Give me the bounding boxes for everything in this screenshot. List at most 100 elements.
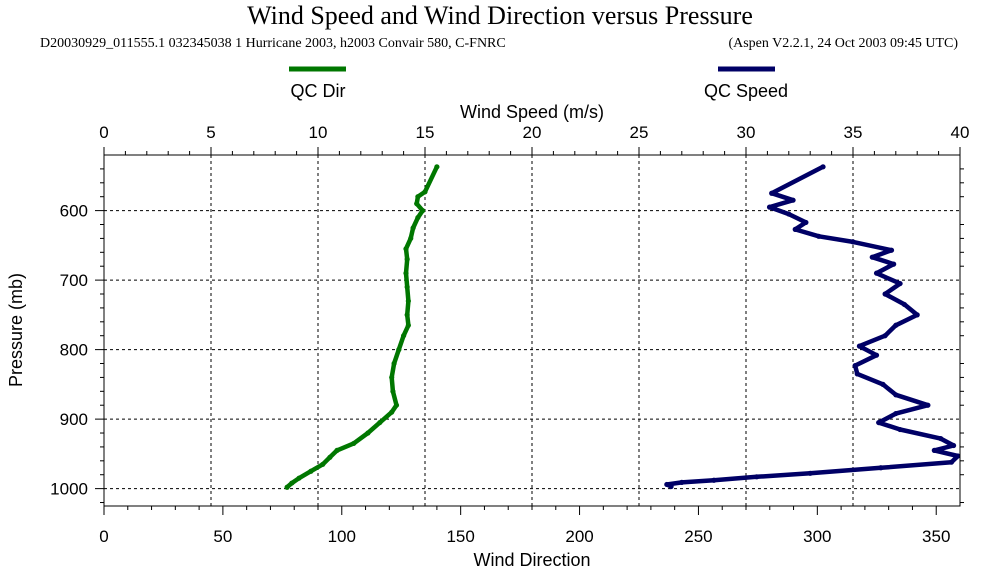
- data-point-qc-speed: [766, 204, 773, 210]
- data-point-qc-dir: [414, 201, 420, 207]
- data-point-qc-dir: [404, 256, 410, 262]
- data-point-qc-speed: [792, 226, 798, 232]
- data-point-qc-speed: [664, 481, 670, 488]
- data-point-qc-speed: [769, 190, 775, 196]
- series-line-qc-dir: [284, 164, 440, 490]
- series-layer: [284, 164, 961, 490]
- data-point-qc-dir: [422, 189, 428, 195]
- data-point-qc-speed: [897, 426, 903, 433]
- data-point-qc-dir: [308, 468, 314, 474]
- data-point-qc-speed: [882, 291, 888, 297]
- data-point-qc-dir: [296, 475, 302, 481]
- data-point-qc-speed: [786, 211, 792, 217]
- data-point-qc-speed: [882, 333, 888, 339]
- data-point-qc-speed: [914, 312, 920, 318]
- bottom-tick-label: 50: [213, 527, 232, 546]
- top-axis-label: Wind Speed (m/s): [460, 102, 604, 122]
- data-point-qc-dir: [415, 194, 421, 200]
- data-point-qc-speed: [893, 392, 899, 398]
- data-point-qc-speed: [876, 419, 882, 426]
- data-point-qc-dir: [289, 480, 295, 486]
- data-point-qc-dir: [415, 214, 421, 221]
- top-tick-label: 40: [951, 123, 970, 142]
- legend-label-qc-speed: QC Speed: [704, 81, 788, 101]
- top-tick-label: 10: [309, 123, 328, 142]
- top-tick-label: 5: [206, 123, 215, 142]
- data-point-qc-speed: [897, 280, 903, 287]
- bottom-tick-label: 150: [446, 527, 474, 546]
- data-point-qc-dir: [404, 284, 410, 290]
- data-point-qc-dir: [420, 208, 426, 214]
- data-point-qc-speed: [948, 459, 955, 465]
- bottom-tick-label: 0: [99, 527, 108, 546]
- data-point-qc-speed: [854, 371, 860, 377]
- data-point-qc-speed: [925, 402, 931, 408]
- data-point-qc-dir: [403, 270, 409, 276]
- data-point-qc-speed: [803, 219, 809, 226]
- data-point-qc-dir: [389, 374, 395, 381]
- data-point-qc-speed: [931, 447, 937, 453]
- top-tick-label: 0: [99, 123, 108, 142]
- data-point-qc-dir: [405, 322, 411, 328]
- data-point-qc-speed: [893, 410, 899, 417]
- data-point-qc-speed: [878, 465, 884, 471]
- bottom-tick-label: 200: [565, 527, 593, 546]
- data-point-qc-dir: [391, 360, 397, 367]
- data-point-qc-speed: [754, 474, 760, 480]
- data-point-qc-speed: [901, 301, 907, 308]
- y-tick-label: 600: [60, 202, 88, 221]
- data-point-qc-dir: [403, 246, 409, 252]
- data-point-qc-speed: [668, 483, 674, 490]
- plot-frame: [103, 154, 961, 507]
- top-tick-label: 35: [844, 123, 863, 142]
- data-point-qc-speed: [816, 233, 822, 239]
- data-point-qc-dir: [327, 454, 333, 460]
- data-point-qc-dir: [393, 402, 400, 408]
- data-point-qc-dir: [389, 409, 395, 415]
- data-point-qc-speed: [950, 442, 957, 449]
- data-point-qc-dir: [377, 419, 383, 426]
- data-point-qc-dir: [401, 333, 407, 339]
- data-point-qc-dir: [404, 312, 410, 318]
- data-point-qc-speed: [850, 239, 856, 245]
- y-tick-label: 700: [60, 271, 88, 290]
- data-point-qc-dir: [334, 447, 340, 453]
- top-tick-label: 25: [630, 123, 649, 142]
- top-tick-label: 20: [523, 123, 542, 142]
- data-point-qc-speed: [679, 479, 685, 485]
- grid-layer: [104, 155, 960, 506]
- top-tick-label: 30: [737, 123, 756, 142]
- data-point-qc-speed: [856, 343, 863, 349]
- y-axis-label: Pressure (mb): [6, 273, 26, 387]
- chart-subtitle-right: (Aspen V2.2.1, 24 Oct 2003 09:45 UTC): [728, 36, 958, 51]
- data-point-qc-dir: [320, 461, 326, 467]
- data-point-qc-speed: [955, 453, 961, 459]
- data-point-qc-speed: [891, 261, 897, 267]
- bottom-tick-label: 250: [684, 527, 712, 546]
- top-tick-label: 15: [416, 123, 435, 142]
- data-point-qc-speed: [873, 270, 880, 276]
- y-tick-label: 900: [60, 410, 88, 429]
- data-point-qc-speed: [807, 470, 813, 476]
- data-point-qc-dir: [390, 388, 396, 394]
- data-point-qc-dir: [405, 298, 411, 304]
- y-tick-label: 1000: [50, 480, 88, 499]
- data-point-qc-dir: [351, 440, 357, 447]
- bottom-tick-label: 300: [803, 527, 831, 546]
- tick-layer: 600 700 800 900 1000 0 5 10 15 20 25 30 35 40 0 50 100 15…: [50, 123, 969, 546]
- data-point-qc-speed: [893, 322, 899, 328]
- data-point-qc-dir: [408, 235, 414, 242]
- data-point-qc-speed: [869, 254, 875, 260]
- data-point-qc-speed: [880, 381, 886, 387]
- y-tick-label: 800: [60, 341, 88, 360]
- data-point-qc-dir: [434, 164, 440, 170]
- bottom-tick-label: 350: [922, 527, 950, 546]
- chart-subtitle-left: D20030929_011555.1 032345038 1 Hurricane…: [40, 36, 506, 51]
- data-point-qc-speed: [852, 363, 858, 369]
- bottom-tick-label: 100: [328, 527, 356, 546]
- data-point-qc-dir: [365, 430, 371, 436]
- legend-label-qc-dir: QC Dir: [291, 81, 346, 101]
- data-point-qc-dir: [284, 484, 290, 490]
- chart-title: Wind Speed and Wind Direction versus Pre…: [247, 1, 753, 30]
